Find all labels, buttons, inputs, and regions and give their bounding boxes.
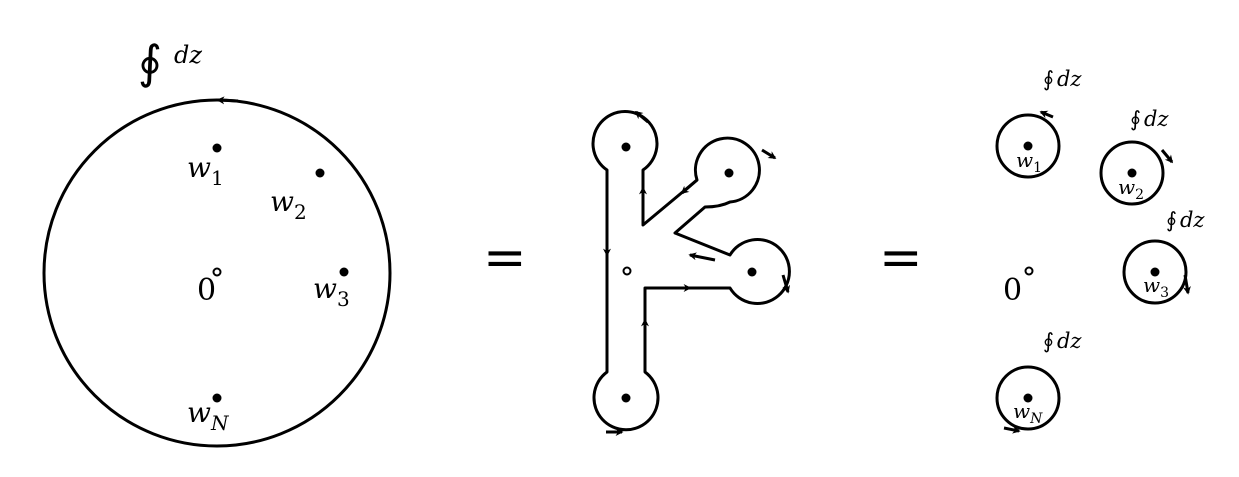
equals-sign-2: = [879,228,923,288]
arrow-w1 [1039,110,1054,119]
small-contour-w3 [1122,239,1188,305]
keyhole-contour [591,110,791,432]
point-w3 [339,267,349,277]
right-point-w1 [1023,141,1033,151]
label-w3: w3 [313,272,350,311]
right-origin [1024,266,1034,276]
contour-label-wN: ∮ dz [1043,329,1082,353]
small-contour-wN [995,365,1061,431]
mid-point-w1 [621,142,631,152]
arrow-w2-branch [680,178,698,195]
middle-points [621,142,757,403]
mid-point-w3 [747,267,757,277]
left-integral-symbol: ∮ [138,35,162,89]
origin-label: 0 [197,273,216,308]
equals-sign-1: = [483,228,527,288]
arrow-w3-lobe [781,274,791,294]
arrow-w2 [1160,149,1174,164]
point-wN [212,393,222,403]
point-w2 [315,168,325,178]
left-integral-var: dz [174,41,202,69]
small-contour-w1 [995,113,1061,179]
right-point-w3 [1150,267,1160,277]
right-point-wN [1023,393,1033,403]
right-origin-label: 0 [1003,273,1022,308]
right-label-w2: w2 [1118,175,1144,203]
origin-point [212,267,222,277]
right-panel: w1 w2 w3 wN 0 ∮ dz ∮ dz ∮ dz ∮ dz [995,67,1205,434]
left-panel: ∮ dz w1 w2 w3 wN 0 [42,35,392,448]
label-wN: wN [187,396,230,435]
middle-panel [591,110,791,436]
arrow-w3-branch [688,252,716,262]
mid-origin [622,266,632,276]
arrow-top-lobe [634,110,649,124]
big-contour-arrow [216,96,239,105]
contour-label-w2: ∮ dz [1130,107,1169,131]
small-contour-w2 [1099,140,1165,206]
right-label-wN: wN [1013,399,1043,427]
right-point-w2 [1127,168,1137,178]
contour-label-w1: ∮ dz [1043,67,1082,91]
label-w1: w1 [187,151,224,190]
right-label-w1: w1 [1016,148,1042,176]
point-w1 [212,143,222,153]
arrow-w3 [1183,274,1191,295]
arrow-wN [1003,425,1021,434]
label-w2: w2 [270,185,307,224]
mid-point-wN [621,393,631,403]
arrow-w2-lobe [761,148,777,160]
contour-label-w3: ∮ dz [1166,208,1205,232]
left-integral-label: ∮ dz [138,35,202,89]
right-label-w3: w3 [1143,273,1169,301]
mid-point-w2 [724,168,734,178]
